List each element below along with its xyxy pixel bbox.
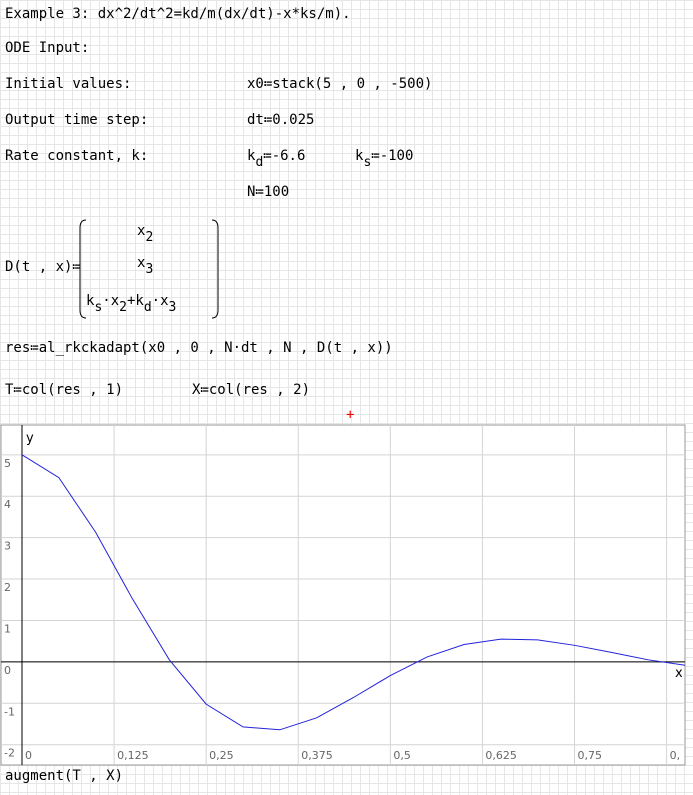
expr-text: x0≔stack(5 , 0 , -500) [247,76,433,92]
y-axis-label: y [26,431,34,446]
plot-expr: augment(T , X) [5,768,124,784]
expr-text: ≔-6.6 [263,148,306,164]
y-tick-label: 0 [4,664,11,677]
matrix-brackets [79,219,219,319]
y-tick-label: 5 [4,457,11,470]
expression: x0≔stack(5 , 0 , -500) [247,75,432,93]
plot-frame [0,424,686,766]
expression: x2 [137,222,153,247]
expr-text: dt≔0.025 [247,112,315,128]
y-tick-label: 3 [4,540,11,553]
expression: ks≔-100 [355,147,413,172]
expression: x3 [137,254,153,279]
expr-subscript: 3 [168,300,177,315]
expr-text: k [355,148,364,164]
row-label: Output time step: [5,112,149,128]
x-axis-label: x [675,666,683,681]
x-tick-label: 0,25 [209,749,234,762]
x-tick-label: 0, [670,749,681,762]
expr-text: k [247,148,256,164]
title: Example 3: dx^2/dt^2=kd/m(dx/dt)-x*ks/m)… [5,6,351,22]
x-tick-label: 0,375 [301,749,333,762]
x-tick-label: 0,625 [485,749,516,762]
row-label: Initial values: [5,76,132,92]
matrix-lhs: D(t , x)≔ [5,259,81,275]
x-tick-label: 0,75 [577,749,602,762]
y-tick-label: 4 [4,498,11,511]
expression: ks·x2+kd·x3 [86,292,176,317]
y-tick-label: 2 [4,581,11,594]
col-expr: T≔col(res , 1) [5,382,124,398]
section: ODE Input: [5,40,90,56]
expr-text: N≔100 [247,184,290,200]
expr-text: k [86,293,95,309]
expr-text: +k [126,293,144,309]
y-tick-label: 1 [4,622,11,635]
cursor: + [346,407,355,423]
expr-subscript: 2 [119,300,127,315]
expr-subscript: s [94,300,103,315]
y-tick-label: -1 [4,705,15,718]
expression: kd≔-6.6 [247,147,305,172]
solve-expr: res≔al_rkckadapt(x0 , 0 , N·dt , N , D(t… [5,340,393,356]
expr-text: x [137,255,146,271]
data-line [21,454,686,731]
expr-subscript: 3 [145,262,154,277]
y-tick-label: -2 [4,747,15,760]
x-tick-label: 0 [25,749,32,762]
expression: dt≔0.025 [247,111,314,129]
row-label: Rate constant, k: [5,148,149,164]
expr-subscript: 2 [145,230,154,245]
expr-text: ≔-100 [371,148,414,164]
expr-subscript: d [255,155,264,170]
expr-text: ·x [151,293,169,309]
expr-text: x [137,223,146,239]
expr-text: ·x [102,293,120,309]
expression: N≔100 [247,183,289,201]
expr-subscript: s [363,155,372,170]
x-tick-label: 0,125 [117,749,149,762]
expr-subscript: d [143,300,152,315]
x-tick-label: 0,5 [393,749,411,762]
col-expr: X≔col(res , 2) [192,382,311,398]
